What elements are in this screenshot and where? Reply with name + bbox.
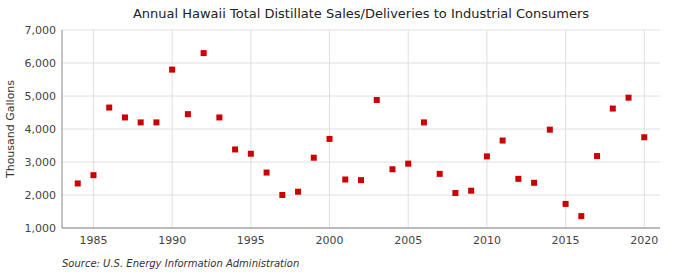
point xyxy=(500,138,506,144)
point xyxy=(185,111,191,117)
point xyxy=(232,146,238,152)
y-grid-line xyxy=(62,162,660,163)
point xyxy=(279,192,285,198)
y-grid-line xyxy=(62,228,660,229)
y-tick-label: 1,000 xyxy=(25,222,57,235)
x-tick-label: 2010 xyxy=(473,234,501,247)
x-tick-label: 2020 xyxy=(630,234,658,247)
y-grid-line xyxy=(62,30,660,31)
x-tick-label: 2015 xyxy=(552,234,580,247)
point xyxy=(468,188,474,194)
x-tick-label: 1995 xyxy=(237,234,265,247)
point xyxy=(358,177,364,183)
point xyxy=(578,213,584,219)
y-tick-label: 7,000 xyxy=(25,24,57,37)
x-grid-line xyxy=(644,30,645,228)
x-tick-label: 1985 xyxy=(79,234,107,247)
point xyxy=(389,166,395,172)
point xyxy=(327,136,333,142)
x-grid-line xyxy=(172,30,173,228)
points xyxy=(75,50,648,219)
point xyxy=(311,155,317,161)
point xyxy=(264,170,270,176)
y-grid-line xyxy=(62,96,660,97)
y-tick-label: 4,000 xyxy=(25,123,57,136)
x-grid-line xyxy=(565,30,566,228)
y-tick-label: 6,000 xyxy=(25,57,57,70)
y-tick-label: 5,000 xyxy=(25,90,57,103)
point xyxy=(138,119,144,125)
point xyxy=(484,153,490,159)
point xyxy=(563,201,569,207)
point xyxy=(169,67,175,73)
x-grid-line xyxy=(93,30,94,228)
x-tick-label: 2005 xyxy=(394,234,422,247)
source-note: Source: U.S. Energy Information Administ… xyxy=(62,258,299,269)
point xyxy=(531,180,537,186)
point xyxy=(626,95,632,101)
point xyxy=(547,127,553,133)
title: Annual Hawaii Total Distillate Sales/Del… xyxy=(133,6,589,21)
point xyxy=(75,180,81,186)
y-tick-label: 2,000 xyxy=(25,189,57,202)
point xyxy=(201,50,207,56)
x-tick-label: 1990 xyxy=(158,234,186,247)
point xyxy=(515,176,521,182)
point xyxy=(342,176,348,182)
point xyxy=(374,97,380,103)
y-grid-line xyxy=(62,195,660,196)
chart: 1,000 2,000 3,000 4,000 5,000 6,000 7,000 1985 1… xyxy=(0,0,675,275)
y-grid-line xyxy=(62,63,660,64)
y-tick-label: 3,000 xyxy=(25,156,57,169)
point xyxy=(452,190,458,196)
x-grid-line xyxy=(250,30,251,228)
y-axis-label: Thousand Gallons xyxy=(4,80,17,179)
y-grid-line xyxy=(62,129,660,130)
x-axis-line xyxy=(62,228,660,229)
point xyxy=(122,114,128,120)
point xyxy=(641,134,647,140)
point xyxy=(216,114,222,120)
point xyxy=(405,161,411,167)
point xyxy=(248,151,254,157)
grid xyxy=(62,30,660,228)
x-tick-label: 2000 xyxy=(316,234,344,247)
point xyxy=(90,172,96,178)
point xyxy=(295,189,301,195)
point xyxy=(106,105,112,111)
point xyxy=(421,119,427,125)
point xyxy=(610,106,616,112)
y-axis-line xyxy=(62,30,63,228)
point xyxy=(437,171,443,177)
x-grid-line xyxy=(486,30,487,228)
x-grid-line xyxy=(408,30,409,228)
x-grid-line xyxy=(329,30,330,228)
point xyxy=(594,153,600,159)
point xyxy=(153,119,159,125)
